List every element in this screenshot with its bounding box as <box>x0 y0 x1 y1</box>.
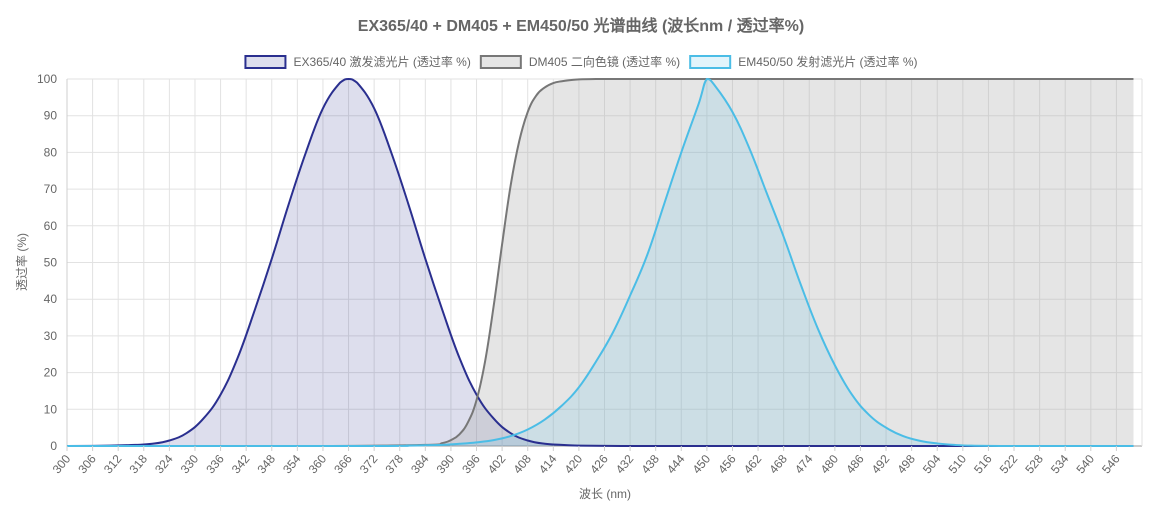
x-tick-label: 390 <box>434 452 458 477</box>
x-tick-label: 426 <box>587 452 611 477</box>
series-2-area <box>67 79 1134 446</box>
x-tick-label: 504 <box>920 452 944 477</box>
y-tick-label: 50 <box>44 256 58 270</box>
y-axis-label: 透过率 (%) <box>14 233 29 291</box>
x-tick-label: 534 <box>1048 452 1072 477</box>
x-tick-label: 474 <box>792 452 816 477</box>
x-tick-label: 306 <box>75 452 99 477</box>
x-tick-label: 366 <box>331 452 355 477</box>
series-1-line[interactable] <box>66 77 1134 448</box>
x-tick-label: 402 <box>485 452 509 477</box>
x-tick-label: 456 <box>715 452 739 477</box>
legend-item-0[interactable]: EX365/40 激发滤光片 (透过率 %) <box>244 54 471 69</box>
x-tick-label: 360 <box>306 452 330 477</box>
x-tick-label: 300 <box>50 452 74 477</box>
x-tick-label: 528 <box>1022 452 1046 477</box>
x-tick-label: 516 <box>971 452 995 477</box>
x-tick-label: 480 <box>818 452 842 477</box>
x-tick-label: 522 <box>997 452 1021 477</box>
x-tick-label: 408 <box>510 452 534 477</box>
x-tick-label: 546 <box>1099 452 1123 477</box>
x-tick-label: 396 <box>459 452 483 477</box>
x-tick-label: 498 <box>894 452 918 477</box>
y-tick-label: 30 <box>44 329 58 343</box>
x-tick-label: 414 <box>536 452 560 477</box>
y-tick-label: 70 <box>44 182 58 196</box>
series-0-area <box>67 79 1134 446</box>
series-2-line[interactable] <box>66 77 1134 448</box>
y-tick-label: 40 <box>44 292 58 306</box>
series-1-area <box>67 79 1134 446</box>
x-tick-label: 324 <box>152 452 176 477</box>
series-fills <box>67 79 1134 446</box>
x-tick-label: 318 <box>126 452 150 477</box>
series-0-line[interactable] <box>66 77 1134 448</box>
x-tick-label: 510 <box>946 452 970 477</box>
y-tick-label: 100 <box>37 72 57 86</box>
legend-swatch <box>244 55 287 69</box>
x-tick-label: 348 <box>254 452 278 477</box>
x-tick-label: 432 <box>613 452 637 477</box>
chart-title: EX365/40 + DM405 + EM450/50 光谱曲线 (波长nm /… <box>358 16 804 35</box>
x-tick-label: 342 <box>229 452 253 477</box>
y-tick-label: 90 <box>44 109 58 123</box>
y-tick-label: 80 <box>44 145 58 159</box>
x-tick-label: 420 <box>562 452 586 477</box>
legend-item-1[interactable]: DM405 二向色镜 (透过率 %) <box>479 54 680 69</box>
x-axis-label: 波长 (nm) <box>579 487 631 501</box>
legend-item-2[interactable]: EM450/50 发射滤光片 (透过率 %) <box>689 54 918 69</box>
y-tick-label: 60 <box>44 219 58 233</box>
grid <box>66 78 1143 447</box>
y-tick-label: 10 <box>44 402 58 416</box>
y-tick-label: 20 <box>44 366 58 380</box>
x-tick-label: 354 <box>280 452 304 477</box>
x-tick-label: 336 <box>203 452 227 477</box>
x-tick-label: 492 <box>869 452 893 477</box>
legend[interactable]: EX365/40 激发滤光片 (透过率 %) DM405 二向色镜 (透过率 %)… <box>244 54 918 69</box>
x-tick-label: 372 <box>357 452 381 477</box>
legend-swatch <box>689 55 732 69</box>
series-lines <box>66 77 1134 448</box>
legend-label: EX365/40 激发滤光片 (透过率 %) <box>293 54 470 69</box>
x-tick-label: 486 <box>843 452 867 477</box>
x-tick-label: 384 <box>408 452 432 477</box>
x-tick-label: 378 <box>382 452 406 477</box>
x-tick-label: 462 <box>741 452 765 477</box>
x-tick-label: 450 <box>690 452 714 477</box>
legend-label: DM405 二向色镜 (透过率 %) <box>529 54 680 69</box>
x-tick-label: 444 <box>664 452 688 477</box>
y-tick-label: 0 <box>50 439 57 453</box>
x-tick-label: 540 <box>1074 452 1098 477</box>
legend-label: EM450/50 发射滤光片 (透过率 %) <box>738 54 917 69</box>
x-tick-label: 468 <box>766 452 790 477</box>
x-tick-label: 312 <box>101 452 125 477</box>
legend-swatch <box>479 55 522 69</box>
x-tick-label: 330 <box>178 452 202 477</box>
x-tick-label: 438 <box>638 452 662 477</box>
